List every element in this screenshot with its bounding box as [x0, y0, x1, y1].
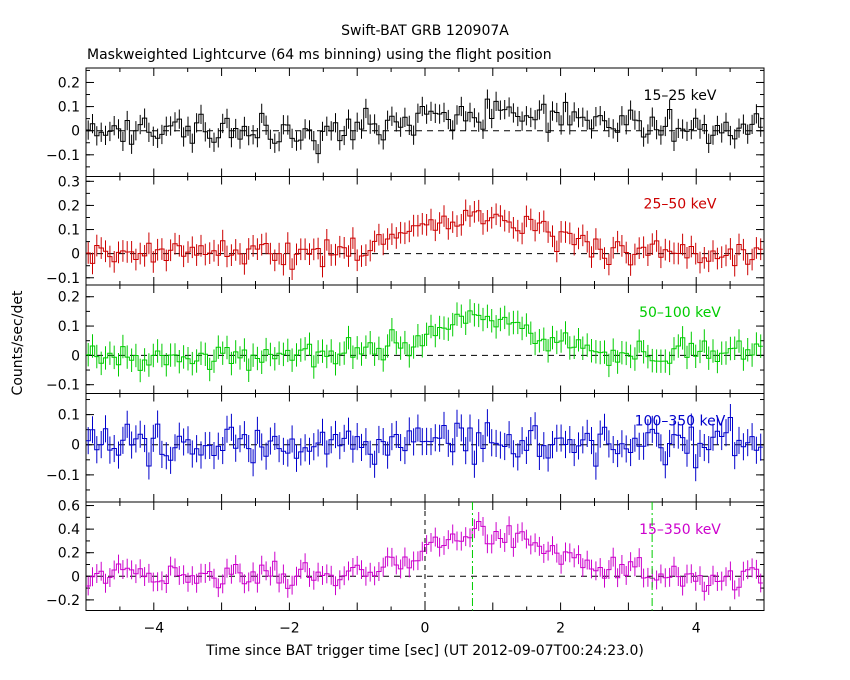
panel-2: −0.1 0 0.1 0.2 0.3 25–50 keV	[46, 174, 765, 287]
band-label: 50–100 keV	[639, 305, 721, 321]
x-axis-label: Time since BAT trigger time [sec] (UT 20…	[205, 643, 644, 659]
y-tick-label: 0.1	[58, 100, 80, 116]
y-tick-label: 0.2	[58, 198, 80, 214]
y-tick-label: 0.2	[58, 546, 80, 562]
y-tick-label: −0.1	[46, 468, 80, 484]
y-tick-label: 0.2	[58, 290, 80, 306]
x-tick-label: 0	[421, 621, 430, 637]
y-tick-label: −0.1	[46, 271, 80, 287]
x-tick-label: 2	[556, 621, 565, 637]
y-tick-label: 0	[71, 438, 80, 454]
band-label: 25–50 keV	[644, 197, 717, 213]
y-axis-label: Counts/sec/det	[10, 290, 26, 395]
x-tick-label: 4	[692, 621, 701, 637]
y-tick-label: −0.2	[46, 593, 80, 609]
panel-5: −0.2 0 0.2 0.4 0.6 15–350 keV	[46, 499, 765, 611]
band-label: 15–25 keV	[644, 88, 717, 104]
series-line	[86, 209, 763, 270]
series-line	[86, 417, 763, 469]
y-tick-label: 0.1	[58, 408, 80, 424]
panel-3: −0.1 0 0.1 0.2 50–100 keV	[46, 284, 765, 394]
panels-group: −0.1 0 0.1 0.2 15–25 keV −0.1 0 0.1 0.2 0.3 25–50 …	[46, 67, 765, 637]
x-tick-label: −2	[279, 621, 300, 637]
y-tick-label: 0	[71, 348, 80, 364]
band-label: 15–350 keV	[639, 522, 721, 538]
chart-title: Swift-BAT GRB 120907A	[341, 23, 509, 39]
series-line	[86, 98, 763, 155]
y-tick-label: 0.1	[58, 223, 80, 239]
y-tick-label: −0.1	[46, 148, 80, 164]
y-tick-label: 0	[71, 247, 80, 263]
y-tick-label: −0.1	[46, 378, 80, 394]
y-tick-label: 0.1	[58, 319, 80, 335]
panel-4: −0.1 0 0.1 100–350 keV	[46, 393, 765, 503]
y-tick-label: 0	[71, 569, 80, 585]
panel-1: −0.1 0 0.1 0.2 15–25 keV	[46, 67, 765, 177]
series-line	[86, 310, 763, 371]
y-tick-label: 0.2	[58, 75, 80, 91]
y-tick-label: 0.3	[58, 174, 80, 190]
y-tick-label: 0	[71, 124, 80, 140]
chart-subtitle: Maskweighted Lightcurve (64 ms binning) …	[87, 47, 552, 63]
y-tick-label: 0.6	[58, 499, 80, 515]
panel-frame	[85, 176, 765, 286]
x-tick-label: −4	[143, 621, 164, 637]
band-label: 100–350 keV	[635, 414, 726, 430]
y-tick-label: 0.4	[58, 522, 80, 538]
